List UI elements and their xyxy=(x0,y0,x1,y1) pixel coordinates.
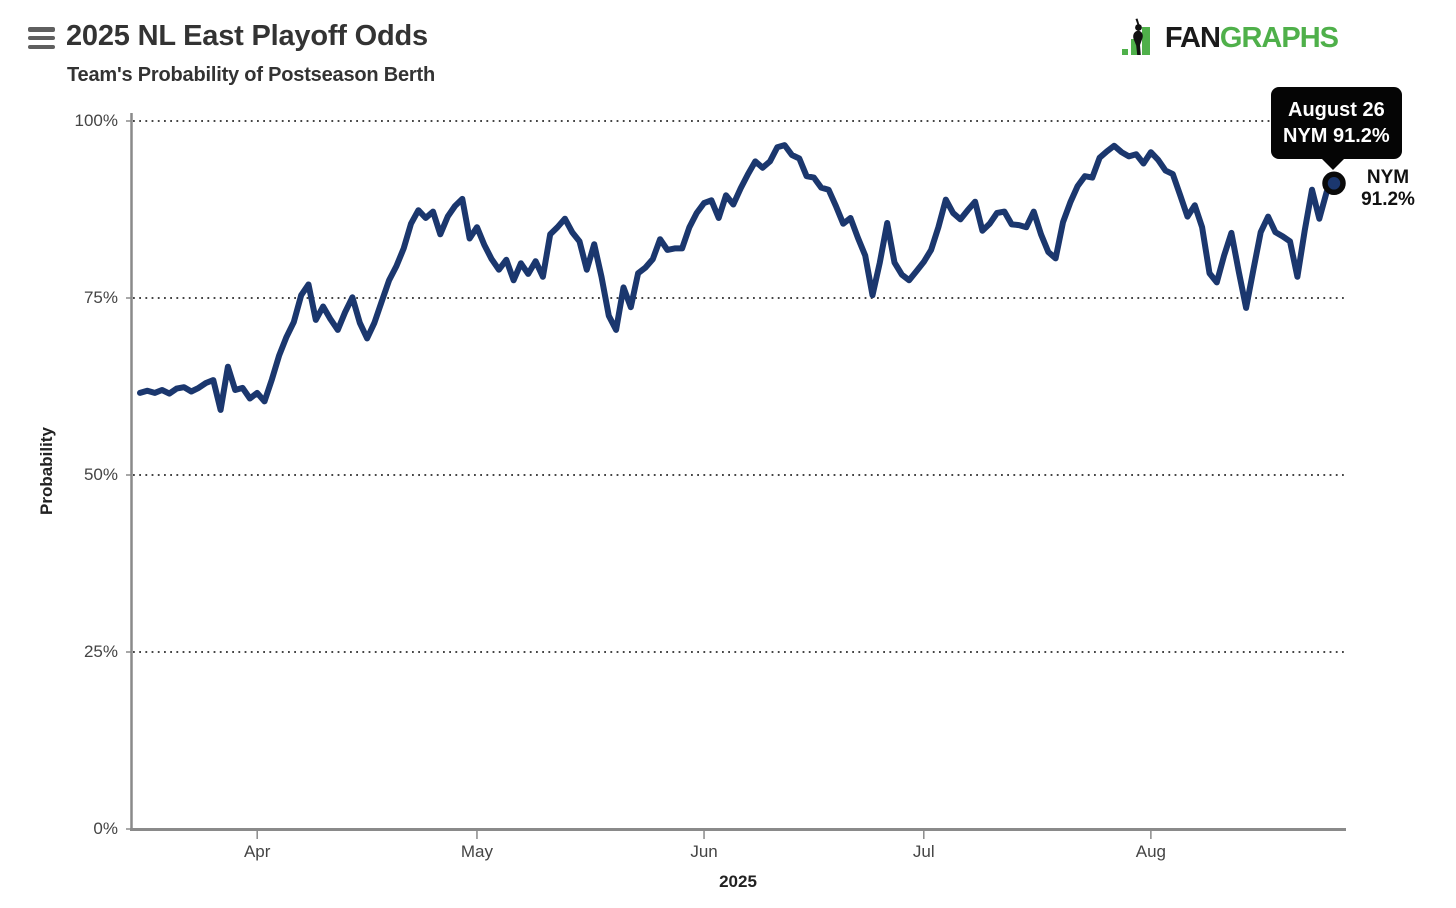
tooltip-date: August 26 xyxy=(1288,99,1385,121)
logo-text-fan: FAN xyxy=(1164,22,1221,54)
page-title: 2025 NL East Playoff Odds xyxy=(66,20,428,52)
logo-text-graphs: GRAPHS xyxy=(1219,22,1339,54)
fangraphs-logo[interactable]: FAN GRAPHS xyxy=(1121,18,1339,58)
y-tick-label-100%: 100% xyxy=(74,111,118,130)
hamburger-bar xyxy=(28,35,55,41)
tooltip-pointer xyxy=(1321,158,1345,170)
chart-tooltip: August 26 NYM 91.2% xyxy=(1271,87,1402,170)
y-tick-label-75%: 75% xyxy=(83,288,118,307)
x-axis-title: 2025 xyxy=(719,872,757,891)
series-end-value: 91.2% xyxy=(1361,189,1415,210)
series-end-label: NYM 91.2% xyxy=(1352,167,1424,211)
hamburger-bar xyxy=(28,27,55,32)
tooltip-value: NYM 91.2% xyxy=(1283,125,1390,147)
y-tick-label-50%: 50% xyxy=(83,465,118,484)
end-point-marker xyxy=(1322,171,1346,196)
nym-odds-line xyxy=(137,142,1337,413)
x-tick-label-Jun: Jun xyxy=(690,842,718,861)
x-tick-label-Apr: Apr xyxy=(243,842,271,861)
hamburger-bar xyxy=(28,44,55,49)
page-subtitle: Team's Probability of Postseason Berth xyxy=(67,64,435,86)
x-tick-label-Jul: Jul xyxy=(912,842,935,861)
x-tick-label-May: May xyxy=(460,842,494,861)
hamburger-menu-icon[interactable] xyxy=(28,27,55,49)
x-tick-label-Aug: Aug xyxy=(1135,842,1166,861)
series-end-team: NYM xyxy=(1366,167,1410,188)
fangraphs-batter-icon xyxy=(1121,18,1150,55)
y-tick-label-0%: 0% xyxy=(93,819,118,838)
y-tick-label-25%: 25% xyxy=(83,642,118,661)
